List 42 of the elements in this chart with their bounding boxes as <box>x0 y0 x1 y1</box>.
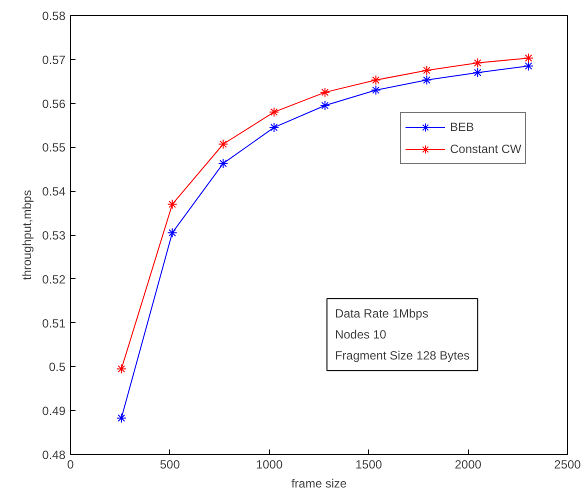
x-tick-label: 500 <box>160 458 180 472</box>
point <box>218 139 228 150</box>
x-tick-label: 1000 <box>256 458 283 472</box>
point <box>116 413 126 424</box>
y-tick-label: 0.5 <box>48 360 66 374</box>
point <box>370 75 381 86</box>
x-tick-label: 2000 <box>454 458 482 472</box>
legend-label: BEB <box>450 120 474 134</box>
y-tick-label: 0.49 <box>42 404 66 418</box>
point <box>472 58 483 68</box>
point <box>167 199 178 210</box>
x-axis-title: frame size <box>291 476 347 490</box>
point <box>422 65 432 76</box>
y-tick-label: 0.57 <box>42 52 66 67</box>
annotation: Nodes 10 <box>334 328 387 342</box>
point <box>218 158 228 168</box>
y-tick-label: 0.51 <box>42 316 66 330</box>
point <box>472 68 483 78</box>
y-axis-title: throughput,mbps <box>20 190 34 280</box>
y-tick-label: 0.56 <box>42 96 66 111</box>
annotation: Data Rate 1Mbps <box>334 306 428 321</box>
point <box>524 53 534 64</box>
point <box>269 107 280 118</box>
y-tick-label: 0.54 <box>42 184 66 199</box>
y-tick-label: 0.48 <box>42 448 66 462</box>
x-tick-label: 0 <box>67 458 74 472</box>
y-tick-label: 0.55 <box>42 140 66 155</box>
y-tick-label: 0.53 <box>42 228 66 242</box>
x-tick-label: 2500 <box>554 458 582 472</box>
legend-label: Constant CW <box>450 142 522 156</box>
annotation: Fragment Size 128 Bytes <box>334 348 470 363</box>
point <box>320 87 330 98</box>
point <box>320 100 330 110</box>
x-tick-label: 1500 <box>355 458 382 472</box>
point <box>524 60 534 71</box>
point <box>269 122 280 132</box>
y-tick-label: 0.58 <box>42 9 66 23</box>
point <box>422 75 432 86</box>
point <box>370 85 381 96</box>
y-tick-label: 0.52 <box>42 272 66 286</box>
point <box>116 364 126 374</box>
point <box>167 228 178 238</box>
